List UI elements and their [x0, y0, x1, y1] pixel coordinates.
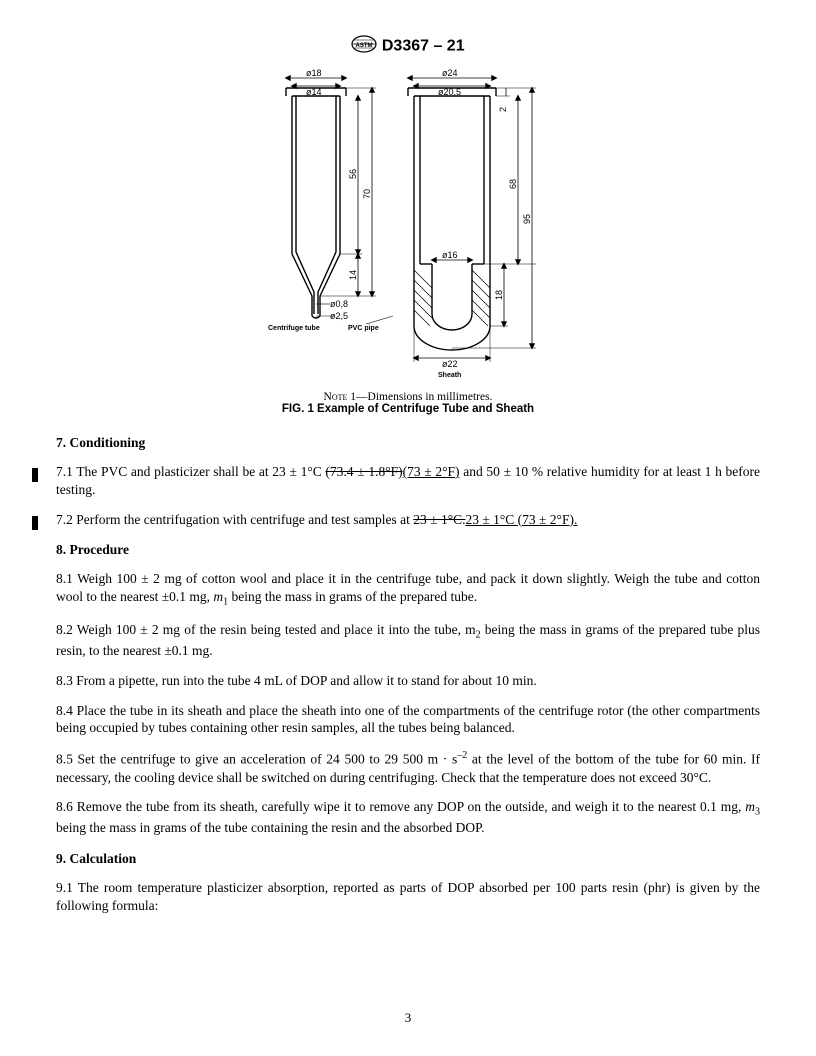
label-pvc-pipe: PVC pipe [348, 325, 379, 332]
para-7-2: 7.2 Perform the centrifugation with cent… [56, 511, 760, 529]
dim-d18: ø18 [306, 68, 322, 78]
astm-logo-icon: ASTM [351, 35, 377, 58]
page-header: ASTM D3367 – 21 [56, 35, 760, 58]
para-8-1-m: m [213, 589, 223, 604]
figure-caption: FIG. 1 Example of Centrifuge Tube and Sh… [56, 403, 760, 415]
label-centrifuge-tube: Centrifuge tube [268, 325, 320, 332]
dim-h68: 68 [508, 179, 518, 189]
para-7-1: 7.1 The PVC and plasticizer shall be at … [56, 463, 760, 499]
para-8-6-a: 8.6 Remove the tube from its sheath, car… [56, 799, 745, 814]
para-7-2-a: 7.2 Perform the centrifugation with cent… [56, 512, 413, 527]
dim-d24: ø24 [442, 68, 458, 78]
para-8-3: 8.3 From a pipette, run into the tube 4 … [56, 672, 760, 690]
para-9-1: 9.1 The room temperature plasticizer abs… [56, 879, 760, 915]
dim-d08: ø0,8 [330, 299, 348, 309]
para-7-2-strike: 23 ± 1°C. [413, 512, 465, 527]
figure-note-text: Dimensions in millimetres. [368, 391, 493, 403]
change-bar-icon [32, 468, 38, 482]
para-8-5-sup: –2 [457, 750, 467, 761]
dim-h2: 2 [498, 107, 508, 112]
svg-text:ASTM: ASTM [356, 43, 373, 49]
figure-diagram: ø18 ø14 56 70 14 ø0,8 ø2,5 Centrifuge tu… [56, 64, 760, 383]
para-8-4: 8.4 Place the tube in its sheath and pla… [56, 702, 760, 738]
dim-d22: ø22 [442, 359, 458, 369]
para-8-5: 8.5 Set the centrifuge to give an accele… [56, 749, 760, 786]
dim-d16: ø16 [442, 250, 458, 260]
section-8-heading: 8. Procedure [56, 542, 760, 558]
standard-number: D3367 – 21 [382, 38, 465, 55]
section-9-heading: 9. Calculation [56, 851, 760, 867]
dim-d25: ø2,5 [330, 311, 348, 321]
para-7-1-a: 7.1 The PVC and plasticizer shall be at … [56, 464, 325, 479]
dim-d14: ø14 [306, 87, 322, 97]
dim-h95: 95 [522, 214, 532, 224]
label-sheath: Sheath [438, 372, 461, 379]
dim-d205: ø20,5 [438, 87, 461, 97]
para-8-6-sub: 3 [755, 807, 760, 818]
page-number: 3 [0, 1010, 816, 1026]
para-8-6-m: m [745, 799, 755, 814]
figure-note-num: 1— [347, 391, 367, 403]
para-7-1-underline: (73 ± 2°F) [403, 464, 460, 479]
para-8-6: 8.6 Remove the tube from its sheath, car… [56, 798, 760, 837]
dim-h18: 18 [494, 290, 504, 300]
para-8-1: 8.1 Weigh 100 ± 2 mg of cotton wool and … [56, 570, 760, 609]
para-7-1-strike: (73.4 ± 1.8°F) [325, 464, 402, 479]
section-7-heading: 7. Conditioning [56, 435, 760, 451]
para-8-1-b: being the mass in grams of the prepared … [228, 589, 477, 604]
figure-note: Note 1—Dimensions in millimetres. [56, 391, 760, 403]
para-8-2-a: 8.2 Weigh 100 ± 2 mg of the resin being … [56, 622, 476, 637]
figure-note-label: Note [324, 391, 348, 403]
para-8-5-a: 8.5 Set the centrifuge to give an accele… [56, 752, 457, 767]
dim-h14: 14 [348, 270, 358, 280]
para-7-2-underline: 23 ± 1°C (73 ± 2°F). [465, 512, 577, 527]
change-bar-icon [32, 516, 38, 530]
para-8-6-b: being the mass in grams of the tube cont… [56, 820, 485, 835]
dim-h70: 70 [362, 189, 372, 199]
dim-h56: 56 [348, 169, 358, 179]
para-8-2: 8.2 Weigh 100 ± 2 mg of the resin being … [56, 621, 760, 660]
